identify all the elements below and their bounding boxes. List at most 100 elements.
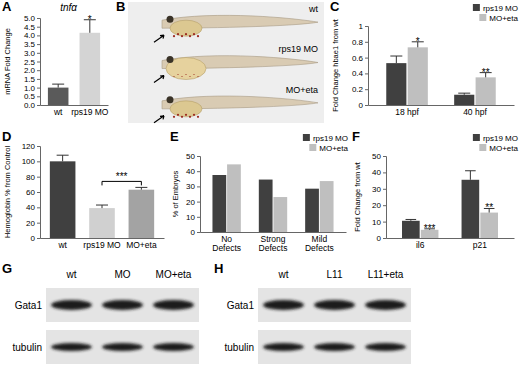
error-cap (406, 219, 417, 220)
y-tick-label: 20 (186, 198, 195, 207)
plot: 01020304050NoDefectsStrongDefectsMildDef… (186, 152, 346, 253)
y-axis-title: Fold Change hbae1 from wt (331, 18, 340, 111)
y-tick: 50 (186, 152, 200, 161)
y-tick-label: 30 (372, 185, 381, 194)
y-tick-mark (37, 192, 40, 193)
y-tick-mark (365, 58, 368, 59)
y-tick-mark (197, 171, 200, 172)
y-tick-mark (197, 186, 200, 187)
y-tick: 10 (372, 218, 386, 227)
y-tick: 30 (372, 185, 386, 194)
legend: rps19 MOMO+eta (473, 4, 519, 23)
legend-swatch (473, 134, 480, 141)
y-tick-label: 80 (26, 173, 35, 182)
y-tick-label: 0 (377, 234, 382, 243)
y-tick: 100 (22, 157, 40, 166)
y-tick-mark (37, 27, 40, 28)
y-tick: 0 (377, 234, 386, 243)
y-tick-mark (365, 105, 368, 106)
y-tick-mark (37, 105, 40, 106)
lane-label: wt (66, 269, 77, 280)
blood-spot (189, 76, 190, 77)
x-tick-label-line: Defects (259, 243, 288, 253)
panel: GwtMOMO+etaGata1tubulin (2, 261, 199, 364)
x-tick-label: p21 (473, 240, 487, 250)
y-tick-label: 1 (359, 22, 364, 31)
y-tick-mark (37, 161, 40, 162)
embryo-eye (167, 56, 174, 63)
blot-membrane (258, 330, 411, 364)
blot-band (314, 300, 355, 310)
y-tick-label: 3.5 (24, 40, 36, 49)
x-tick-label: rps19 MO (71, 107, 109, 117)
y-tick-mark (37, 44, 40, 45)
y-tick-label: 0 (359, 101, 364, 110)
y-tick-label: 4.0 (24, 31, 36, 40)
x-tick-label: il6 (416, 240, 425, 250)
x-tick-label: 18 hpf (395, 107, 419, 117)
blot-membrane (258, 288, 411, 322)
bar (273, 197, 287, 232)
y-tick-mark (37, 207, 40, 208)
blood-spot (177, 114, 179, 116)
error-cap (57, 155, 69, 156)
blot-band (365, 300, 406, 310)
x-tick-label-line: Defects (305, 243, 334, 253)
x-axis: wtrps19 MOMO+eta (41, 239, 165, 251)
photo-label: wt (308, 4, 318, 14)
y-tick: 4.0 (24, 31, 40, 40)
y-tick-mark (383, 222, 386, 223)
photo-background (128, 2, 324, 123)
lane-label: L11 (327, 269, 343, 280)
bar (48, 88, 69, 105)
error-cap (135, 187, 147, 188)
y-axis-title: mRNA Fold Change (3, 28, 12, 95)
legend: rps19 MOMO+eta (303, 134, 349, 153)
y-tick-label: 2.5 (24, 58, 36, 67)
panel-letter: G (2, 261, 12, 276)
y-tick-label: 10 (186, 213, 195, 222)
y-tick-mark (37, 70, 40, 71)
bar (454, 95, 474, 105)
error-bar (57, 155, 69, 161)
x-tick: NoDefects (212, 234, 241, 253)
legend-item: rps19 MO (473, 134, 518, 143)
blot-band (153, 300, 194, 310)
bar (480, 213, 498, 238)
panel-letter: E (170, 129, 179, 144)
y-tick: 4.5 (24, 23, 40, 32)
y-tick: 2.0 (24, 66, 40, 75)
legend-swatch (473, 4, 480, 11)
y-tick: 0.5 (24, 92, 40, 101)
x-tick-label: StrongDefects (259, 234, 288, 253)
y-tick: 1 (359, 22, 368, 31)
y-tick: 0.8 (352, 38, 368, 47)
error-stem (62, 155, 63, 161)
bar (50, 161, 76, 238)
bar (89, 208, 115, 238)
x-tick-label: wt (57, 240, 67, 250)
y-tick-mark (365, 26, 368, 27)
blot-band (102, 300, 143, 310)
embryo-eye (167, 16, 174, 23)
blood-spot (177, 74, 178, 75)
blood-spot (197, 76, 198, 77)
y-tick-label: 60 (26, 188, 35, 197)
x-axis-line (41, 105, 109, 106)
legend-item: rps19 MO (473, 4, 518, 13)
legend-label: rps19 MO (483, 134, 518, 143)
y-tick: 0 (191, 228, 200, 237)
arrow (154, 76, 164, 83)
y-tick-mark (37, 96, 40, 97)
y-tick-mark (37, 146, 40, 147)
figure: A0.00.51.01.52.02.53.03.54.04.55.0wtrps1… (0, 0, 520, 372)
row-label: Gata1 (227, 300, 255, 311)
panel-letter: A (2, 0, 12, 14)
blood-spot (189, 116, 191, 118)
panel-letter: F (352, 129, 360, 144)
blot-band (263, 343, 304, 351)
bar (80, 33, 101, 105)
y-tick: 0.6 (352, 54, 368, 63)
y-tick: 40 (186, 167, 200, 176)
y-tick-mark (37, 177, 40, 178)
